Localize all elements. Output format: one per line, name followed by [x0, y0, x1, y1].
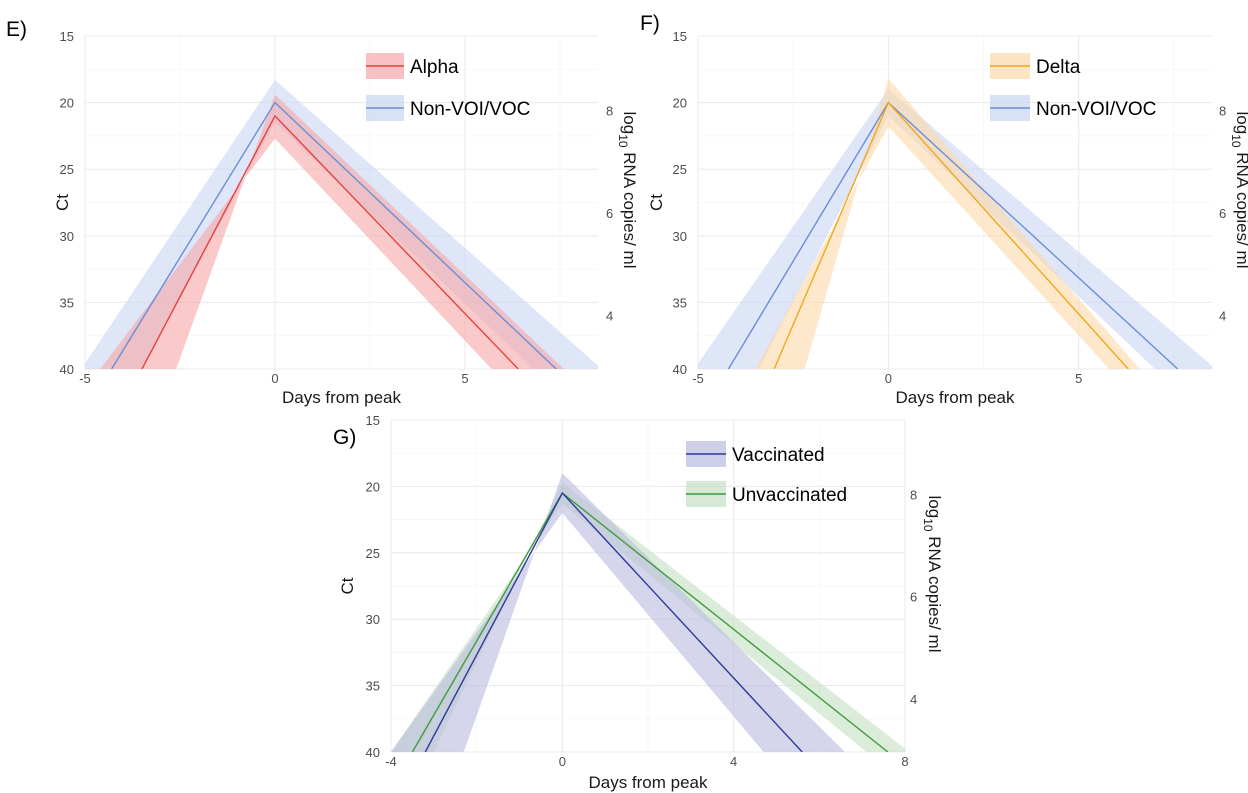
panel-label: E): [6, 18, 27, 41]
series-line-non-voi-voc: [111, 101, 557, 369]
legend-label: Non-VOI/VOC: [410, 99, 530, 120]
legend: Alpha Non-VOI/VOC: [366, 53, 530, 121]
x-tick-label: 5: [461, 371, 468, 386]
y-tick-label: 35: [673, 295, 687, 310]
x-tick-label: 8: [901, 754, 908, 769]
legend-label: Vaccinated: [732, 445, 825, 466]
bands: [391, 473, 905, 752]
chart-panel-0: -5 0 5 15 20 25 30 35 40 8 6 4 Days from peak Ct log10…: [6, 18, 639, 407]
x-tick-label: 0: [271, 371, 278, 386]
chart-panel-1: -5 0 5 15 20 25 30 35 40 8 6 4 Days from peak Ct log10…: [640, 12, 1248, 407]
y-axis-title: Ct: [338, 577, 357, 594]
y-tick-label: 40: [60, 362, 74, 377]
y2-axis-title: log10 RNA copies/ ml: [616, 112, 639, 269]
y-tick-label: 30: [366, 612, 380, 627]
x-axis-title: Days from peak: [895, 388, 1015, 407]
y2-tick-label: 6: [606, 206, 613, 221]
y-tick-label: 30: [60, 229, 74, 244]
y2-tick-label: 4: [910, 692, 917, 707]
x-tick-label: 0: [559, 754, 566, 769]
y-tick-label: 15: [366, 413, 380, 428]
legend-label: Unvaccinated: [732, 485, 847, 506]
legend: Delta Non-VOI/VOC: [990, 53, 1156, 121]
gridlines: [84, 35, 598, 370]
lines: [727, 101, 1179, 369]
bands: [698, 78, 1212, 369]
y2-axis-title: log10 RNA copies/ ml: [1229, 112, 1248, 269]
confidence-band-alpha: [100, 94, 564, 369]
x-tick-label: -5: [79, 371, 91, 386]
y-tick-label: 35: [366, 679, 380, 694]
y-axis-title: Ct: [647, 194, 666, 211]
x-tick-label: -4: [385, 754, 397, 769]
y-tick-label: 25: [60, 162, 74, 177]
y-tick-label: 15: [60, 29, 74, 44]
y2-axis-title: log10 RNA copies/ ml: [921, 496, 944, 653]
legend-label: Non-VOI/VOC: [1036, 99, 1156, 120]
y-tick-label: 40: [673, 362, 687, 377]
y-tick-label: 20: [60, 96, 74, 111]
y-tick-label: 40: [366, 745, 380, 760]
confidence-band-non-voi-voc: [698, 89, 1212, 369]
y-tick-label: 15: [673, 29, 687, 44]
series-line-alpha: [141, 114, 519, 369]
series-line-vaccinated: [424, 491, 803, 752]
y2-tick-label: 4: [1219, 309, 1226, 324]
y2-tick-label: 4: [606, 309, 613, 324]
bands: [85, 79, 598, 369]
y2-tick-label: 8: [910, 487, 917, 502]
x-axis-title: Days from peak: [588, 773, 708, 792]
y-tick-label: 35: [60, 295, 74, 310]
y2-tick-label: 6: [910, 590, 917, 605]
y-tick-label: 25: [366, 546, 380, 561]
x-tick-label: 0: [885, 371, 892, 386]
y-tick-label: 20: [673, 96, 687, 111]
confidence-band-delta: [755, 78, 1140, 369]
x-tick-label: -5: [692, 371, 704, 386]
y-tick-label: 30: [673, 229, 687, 244]
x-tick-label: 4: [730, 754, 737, 769]
legend: Vaccinated Unvaccinated: [686, 441, 847, 507]
panel-label: G): [333, 426, 356, 449]
legend-label: Delta: [1036, 57, 1081, 78]
y2-tick-label: 8: [1219, 104, 1226, 119]
y-axis-title: Ct: [53, 194, 72, 211]
series-line-delta: [773, 101, 1129, 369]
panel-label: F): [640, 12, 660, 35]
x-tick-label: 5: [1075, 371, 1082, 386]
y-tick-label: 25: [673, 162, 687, 177]
confidence-band-vaccinated: [391, 473, 846, 752]
y2-tick-label: 8: [606, 104, 613, 119]
chart-panel-2: -4 0 4 8 15 20 25 30 35 40 8 6 4 Days from peak Ct log1…: [333, 413, 944, 792]
lines: [411, 491, 889, 752]
y2-tick-label: 6: [1219, 206, 1226, 221]
y-tick-label: 20: [366, 479, 380, 494]
lines: [111, 101, 557, 369]
x-axis-title: Days from peak: [282, 388, 402, 407]
legend-label: Alpha: [410, 57, 459, 78]
